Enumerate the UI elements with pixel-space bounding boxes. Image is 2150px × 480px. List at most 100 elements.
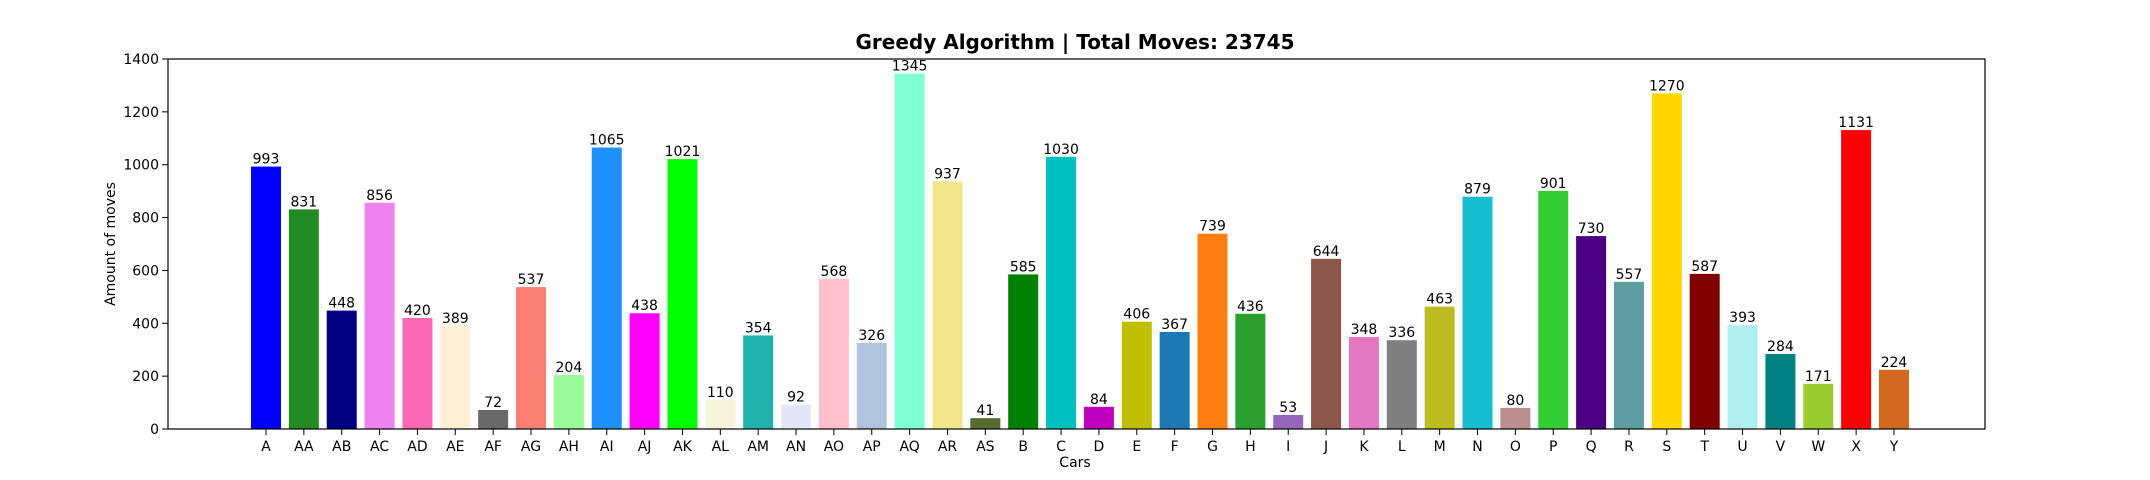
x-tick-label: AK: [673, 439, 693, 455]
bar-o: [1500, 407, 1531, 429]
x-tick-label: AA: [294, 439, 314, 455]
bar-value-label: 831: [290, 194, 317, 210]
x-axis-label: Cars: [1059, 455, 1090, 471]
x-tick-label: H: [1245, 439, 1256, 455]
x-tick-label: M: [1434, 439, 1446, 455]
bar-value-label: 739: [1199, 219, 1226, 235]
x-tick-label: Y: [1889, 439, 1899, 455]
bar-l: [1386, 340, 1417, 429]
bar-as: [970, 418, 1001, 429]
bar-value-label: 1131: [1838, 115, 1874, 131]
bar-value-label: 348: [1351, 322, 1378, 338]
bar-am: [743, 335, 774, 429]
y-tick-label: 1000: [123, 158, 159, 174]
x-tick-label: AG: [521, 439, 541, 455]
bar-value-label: 92: [787, 390, 805, 406]
bar-value-label: 84: [1090, 392, 1108, 408]
bar-an: [781, 404, 812, 429]
x-tick-label: K: [1359, 439, 1369, 455]
bar-n: [1462, 196, 1493, 429]
bar-y: [1878, 369, 1909, 429]
bar-t: [1689, 273, 1720, 429]
x-tick-label: G: [1207, 439, 1218, 455]
y-tick-label: 800: [132, 211, 159, 227]
bar-k: [1348, 337, 1379, 429]
bar-ap: [856, 342, 887, 429]
bar-value-label: 537: [518, 272, 545, 288]
x-tick-label: C: [1056, 439, 1066, 455]
bar-q: [1576, 236, 1607, 429]
x-tick-label: I: [1286, 439, 1290, 455]
bar-value-label: 1345: [892, 59, 928, 75]
x-tick-label: U: [1737, 439, 1747, 455]
bar-value-label: 284: [1767, 339, 1794, 355]
x-tick-label: AM: [747, 439, 769, 455]
bar-ar: [932, 181, 963, 429]
x-tick-label: AO: [824, 439, 844, 455]
x-tick-label: E: [1132, 439, 1141, 455]
x-tick-label: AN: [786, 439, 806, 455]
bar-ab: [326, 310, 357, 429]
bar-value-label: 644: [1313, 244, 1340, 260]
bar-h: [1235, 313, 1266, 429]
bar-ag: [516, 287, 547, 429]
x-tick-label: AI: [600, 439, 614, 455]
x-tick-label: AQ: [899, 439, 919, 455]
y-tick-label: 600: [132, 263, 159, 279]
bar-f: [1159, 332, 1190, 429]
x-tick-label: AP: [863, 439, 881, 455]
bar-value-label: 80: [1506, 393, 1524, 409]
x-tick-label: D: [1094, 439, 1105, 455]
bar-value-label: 901: [1540, 176, 1567, 192]
bar-ae: [440, 326, 471, 429]
x-tick-label: T: [1699, 439, 1709, 455]
bar-e: [1121, 321, 1152, 429]
bar-value-label: 110: [707, 385, 734, 401]
x-tick-label: AE: [446, 439, 464, 455]
bar-value-label: 1270: [1649, 78, 1685, 94]
bar-s: [1651, 93, 1682, 429]
x-tick-label: AL: [712, 439, 730, 455]
bar-ad: [402, 318, 433, 429]
bar-p: [1538, 190, 1569, 429]
x-tick-label: B: [1018, 439, 1028, 455]
y-axis-label: Amount of moves: [103, 182, 119, 306]
bar-value-label: 856: [366, 188, 393, 204]
y-tick-label: 0: [150, 422, 159, 438]
bar-i: [1273, 414, 1304, 429]
bar-a: [251, 166, 281, 430]
bar-value-label: 568: [821, 264, 848, 280]
x-tick-label: F: [1171, 439, 1179, 455]
bar-v: [1765, 353, 1796, 429]
bar-value-label: 393: [1729, 310, 1756, 326]
y-tick-label: 1400: [123, 52, 159, 68]
x-tick-label: X: [1851, 439, 1861, 455]
bar-value-label: 204: [556, 360, 583, 376]
bar-value-label: 406: [1123, 307, 1150, 323]
bar-g: [1197, 233, 1228, 429]
x-tick-label: AH: [559, 439, 579, 455]
x-tick-label: N: [1472, 439, 1482, 455]
bar-aa: [288, 209, 319, 429]
x-tick-label: W: [1811, 439, 1825, 455]
x-tick-label: AF: [484, 439, 502, 455]
y-tick-label: 200: [132, 369, 159, 385]
bar-value-label: 879: [1464, 182, 1491, 198]
x-tick-label: AB: [332, 439, 351, 455]
y-tick-label: 1200: [123, 105, 159, 121]
bar-aj: [629, 313, 660, 429]
bar-value-label: 1021: [665, 144, 701, 160]
bar-value-label: 1030: [1043, 142, 1079, 158]
x-tick-label: R: [1624, 439, 1634, 455]
bar-ai: [591, 147, 622, 430]
bar-x: [1841, 130, 1872, 430]
bar-w: [1803, 383, 1834, 429]
bar-d: [1083, 406, 1114, 429]
x-tick-label: AD: [407, 439, 427, 455]
bar-j: [1311, 258, 1342, 429]
bar-value-label: 438: [631, 298, 658, 314]
bar-m: [1424, 306, 1455, 429]
x-tick-label: O: [1510, 439, 1521, 455]
x-tick-label: J: [1323, 439, 1328, 455]
bar-value-label: 336: [1388, 325, 1415, 341]
